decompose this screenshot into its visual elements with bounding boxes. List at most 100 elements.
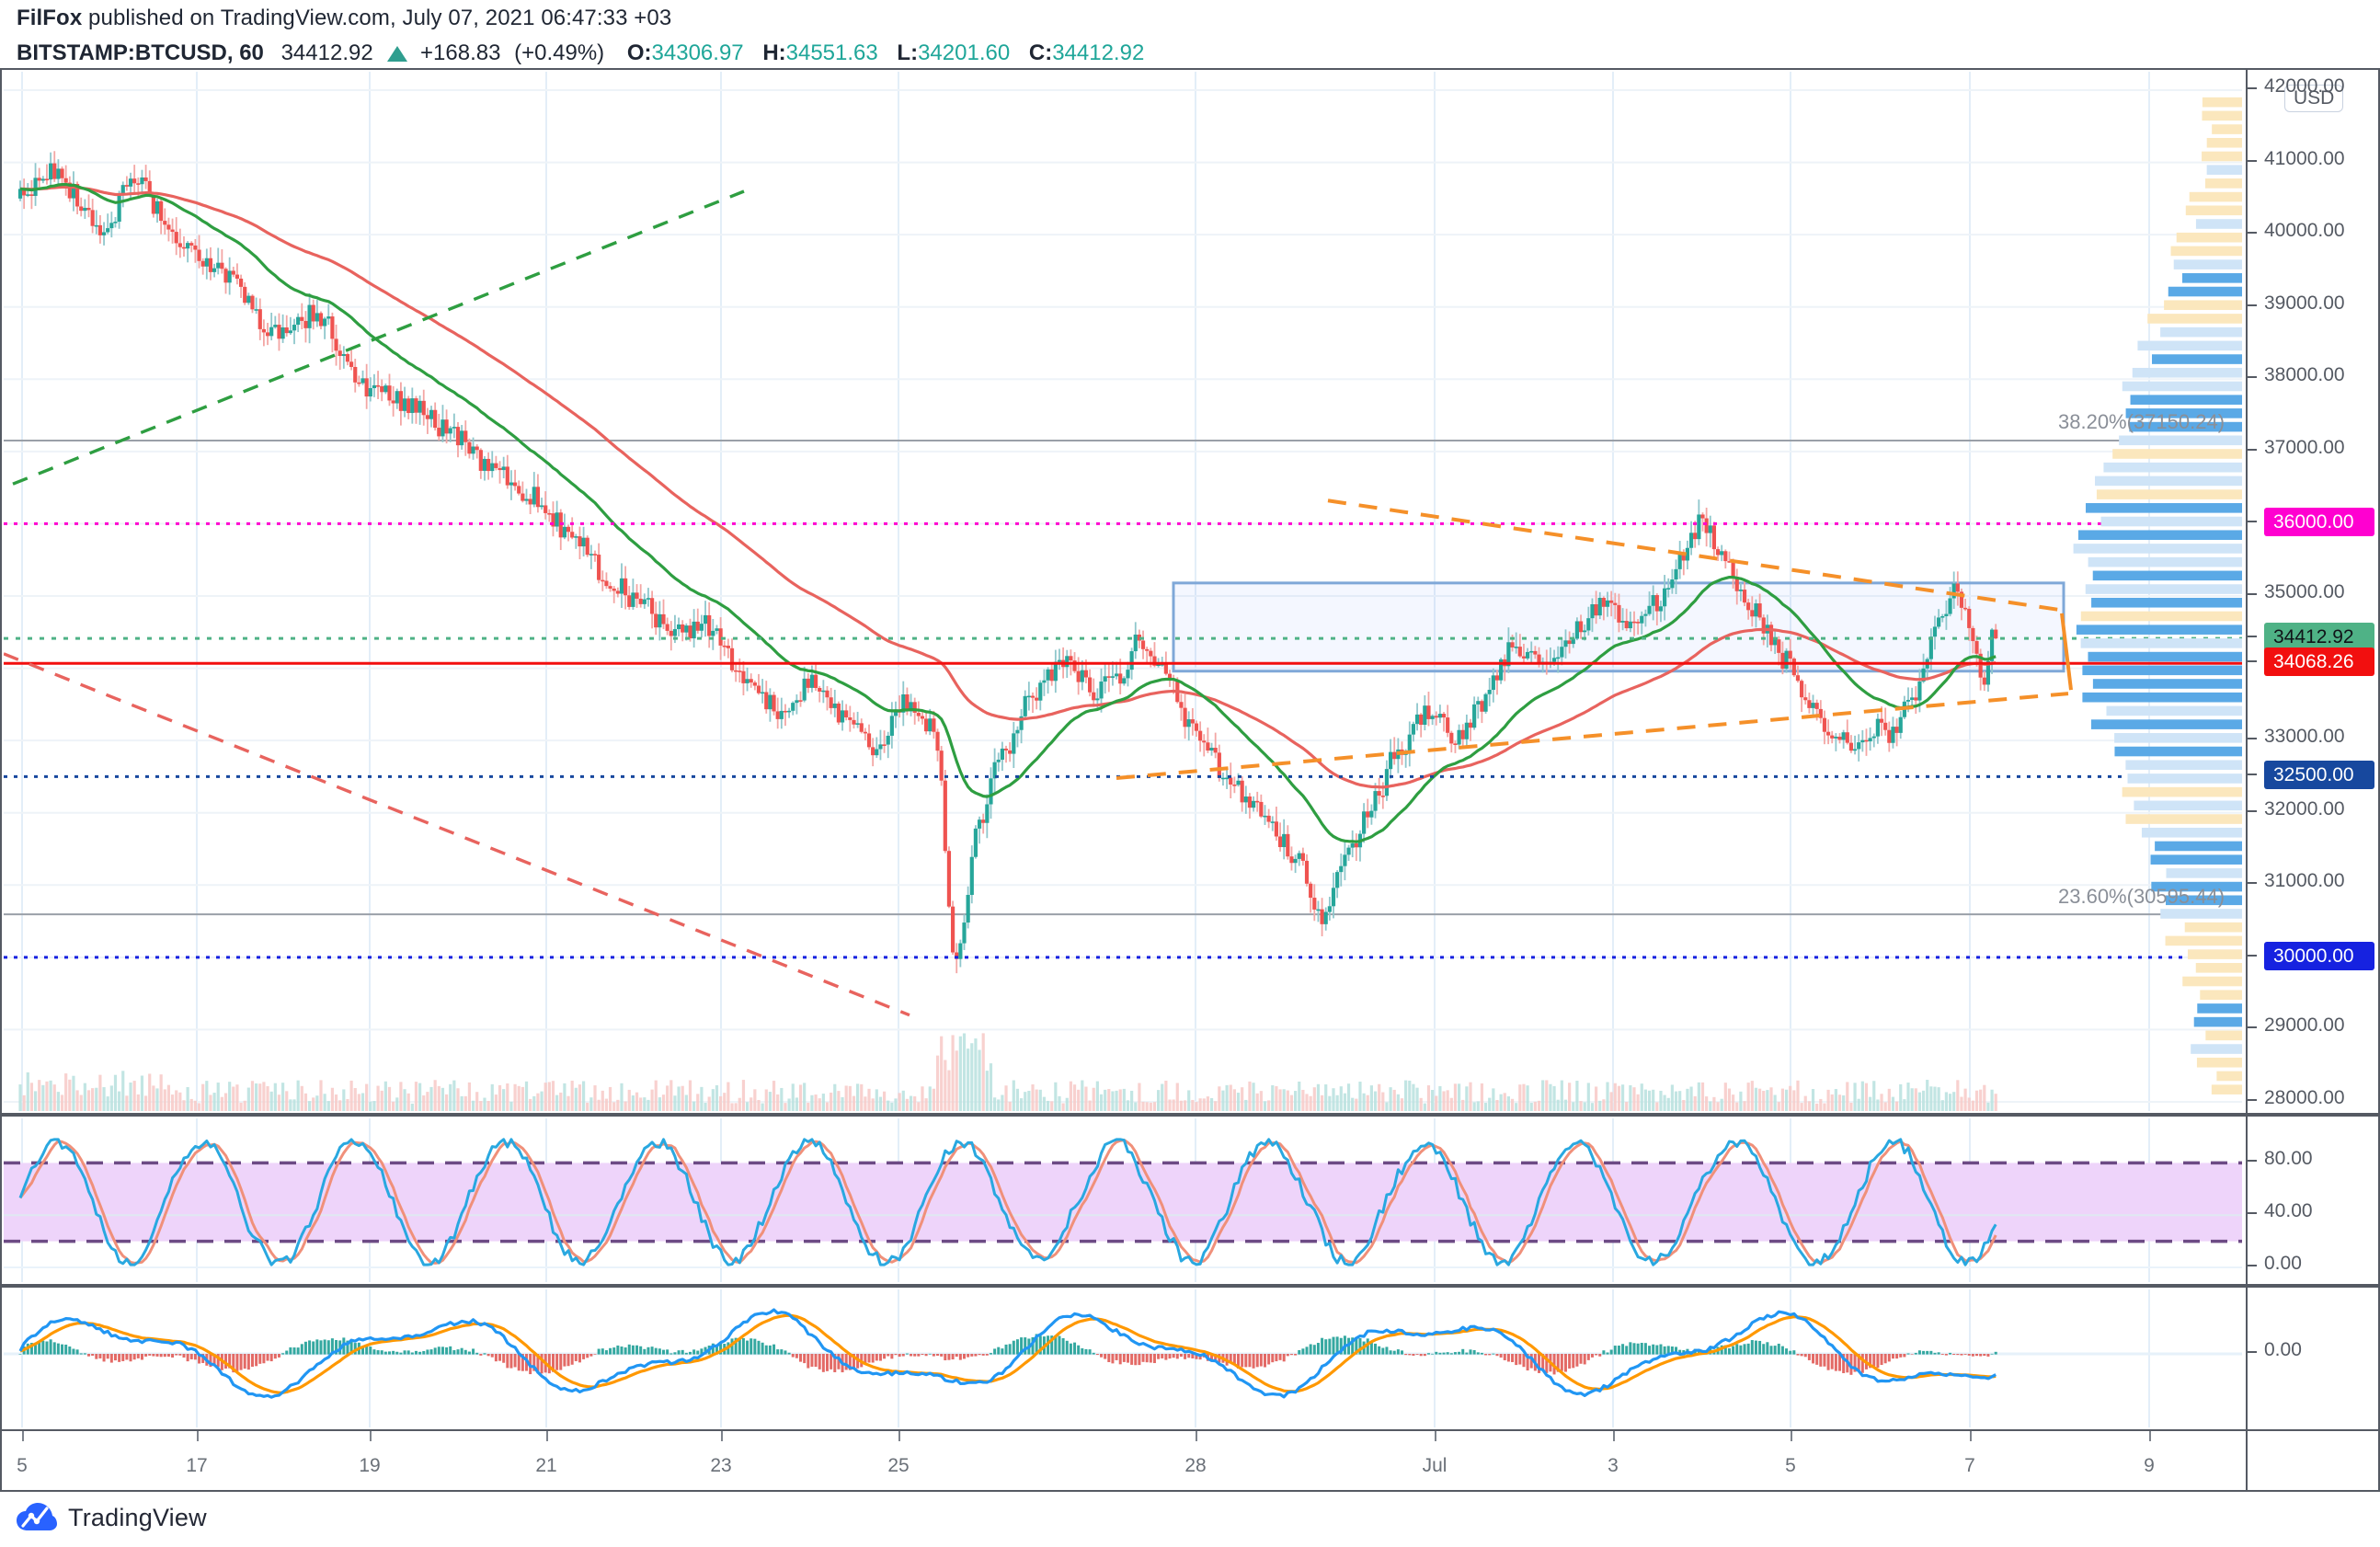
stoch-tick-label: 0.00	[2264, 1253, 2302, 1274]
price-pane[interactable]: USD 42000.00 41000.00 40000.00 39000.00 3800…	[0, 68, 2380, 1115]
time-tick	[1970, 1431, 1972, 1441]
price-tick-label: 28000.00	[2264, 1087, 2345, 1108]
macd-axis[interactable]: 0.00	[2244, 1288, 2378, 1429]
price-tick-label: 37000.00	[2264, 436, 2345, 458]
ohlc-high-value: 34551.63	[785, 40, 878, 65]
ohlc-open-key: O:	[626, 40, 652, 65]
price-badge[interactable]: 34412.92	[2264, 623, 2374, 652]
time-tick	[898, 1431, 900, 1441]
time-tick	[22, 1431, 24, 1441]
stoch-tick-label: 40.00	[2264, 1200, 2313, 1222]
tick-dash	[2247, 882, 2257, 885]
time-tick-label: 19	[359, 1455, 381, 1476]
time-tick	[197, 1431, 199, 1441]
change-abs: +168.83	[420, 40, 501, 65]
time-tick-label: 17	[186, 1455, 208, 1476]
price-tick-label: 41000.00	[2264, 147, 2345, 169]
tick-dash	[2247, 159, 2257, 162]
symbol-legend: BITSTAMP:BTCUSD, 60 34412.92 +168.83 (+0…	[17, 40, 1144, 66]
change-pct: (+0.49%)	[514, 40, 605, 65]
price-badge[interactable]: 36000.00	[2264, 508, 2374, 537]
time-tick-label: 28	[1184, 1455, 1207, 1476]
tick-dash	[2247, 376, 2257, 379]
time-tick-label: 3	[1608, 1455, 1619, 1476]
time-tick-label: 9	[2144, 1455, 2155, 1476]
time-tick	[546, 1431, 548, 1441]
published-text: published on TradingView.com, July 07, 2…	[88, 6, 672, 30]
macd-plot[interactable]	[4, 1289, 2242, 1427]
tick-dash	[2247, 1265, 2257, 1266]
time-tick-label: Jul	[1422, 1455, 1447, 1476]
price-badge[interactable]: 34068.26	[2264, 647, 2374, 677]
stochastic-axis[interactable]: 80.00 40.00 0.00	[2244, 1117, 2378, 1284]
tick-dash	[2247, 232, 2257, 235]
price-tick-label: 39000.00	[2264, 292, 2345, 314]
price-plot[interactable]	[4, 72, 2242, 1111]
time-tick	[370, 1431, 372, 1441]
price-badge[interactable]: 30000.00	[2264, 941, 2374, 970]
tick-dash	[2247, 1351, 2257, 1353]
macd-pane[interactable]: 0.00	[0, 1286, 2380, 1431]
tick-dash	[2247, 304, 2257, 306]
time-tick-label: 23	[710, 1455, 732, 1476]
ohlc-open-value: 34306.97	[651, 40, 744, 65]
time-tick-label: 21	[535, 1455, 557, 1476]
stoch-tick-label: 80.00	[2264, 1148, 2313, 1170]
triangle-up-icon	[387, 46, 408, 62]
price-tick-label: 29000.00	[2264, 1014, 2345, 1037]
price-axis-separator	[2246, 68, 2248, 1492]
stochastic-plot[interactable]	[4, 1118, 2242, 1282]
price-tick-label: 35000.00	[2264, 581, 2345, 602]
time-tick	[1435, 1431, 1436, 1441]
ohlc-low-key: L:	[897, 40, 919, 65]
tick-dash	[2247, 738, 2257, 740]
price-axis[interactable]: USD 42000.00 41000.00 40000.00 39000.00 3800…	[2244, 70, 2378, 1113]
time-tick	[721, 1431, 723, 1441]
fib-level-label: 38.20%(37150.24)	[2058, 410, 2226, 433]
ohlc-close-key: C:	[1028, 40, 1053, 65]
publish-info: FilFox published on TradingView.com, Jul…	[17, 6, 671, 31]
tick-dash	[2247, 1160, 2257, 1163]
tick-dash	[2247, 521, 2257, 523]
time-tick	[1791, 1431, 1792, 1441]
tick-dash	[2247, 636, 2257, 638]
tick-dash	[2247, 1099, 2257, 1101]
price-badge[interactable]: 32500.00	[2264, 761, 2374, 790]
tick-dash	[2247, 954, 2257, 957]
time-tick-label: 5	[1785, 1455, 1796, 1476]
fib-level-label: 23.60%(30595.44)	[2058, 885, 2226, 908]
tradingview-cloud-logo-icon	[17, 1503, 57, 1532]
time-tick-label: 7	[1964, 1455, 1975, 1476]
tick-dash	[2247, 660, 2257, 663]
footer: TradingView	[17, 1503, 207, 1532]
price-tick-label: 38000.00	[2264, 364, 2345, 386]
price-tick-label: 42000.00	[2264, 75, 2345, 97]
time-tick-label: 25	[887, 1455, 910, 1476]
ohlc-high-key: H:	[762, 40, 786, 65]
ohlc-close-value: 34412.92	[1052, 40, 1145, 65]
brand-label: TradingView	[68, 1503, 207, 1531]
time-tick-label: 5	[17, 1455, 28, 1476]
price-tick-label: 31000.00	[2264, 870, 2345, 892]
last-price: 34412.92	[280, 40, 373, 65]
stochastic-pane[interactable]: 80.00 40.00 0.00	[0, 1115, 2380, 1286]
time-axis[interactable]: 5 17 19 21 23 25 28 Jul 3 5 7 9	[0, 1431, 2380, 1492]
currency-chip: USD	[2284, 85, 2344, 112]
ohlc-low-value: 34201.60	[918, 40, 1011, 65]
time-tick	[1613, 1431, 1615, 1441]
price-tick-label: 40000.00	[2264, 220, 2345, 242]
tick-dash	[2247, 809, 2257, 812]
tick-dash	[2247, 448, 2257, 451]
tick-dash	[2247, 593, 2257, 595]
symbol-label[interactable]: BITSTAMP:BTCUSD, 60	[17, 40, 264, 65]
time-tick	[2149, 1431, 2151, 1441]
macd-tick-label: 0.00	[2264, 1339, 2302, 1360]
tick-dash	[2247, 1212, 2257, 1215]
price-tick-label: 33000.00	[2264, 726, 2345, 748]
tick-dash	[2247, 1026, 2257, 1029]
time-tick	[1196, 1431, 1197, 1441]
author-name: FilFox	[17, 6, 83, 30]
price-tick-label: 32000.00	[2264, 797, 2345, 819]
tick-dash	[2247, 87, 2257, 89]
tick-dash	[2247, 774, 2257, 776]
